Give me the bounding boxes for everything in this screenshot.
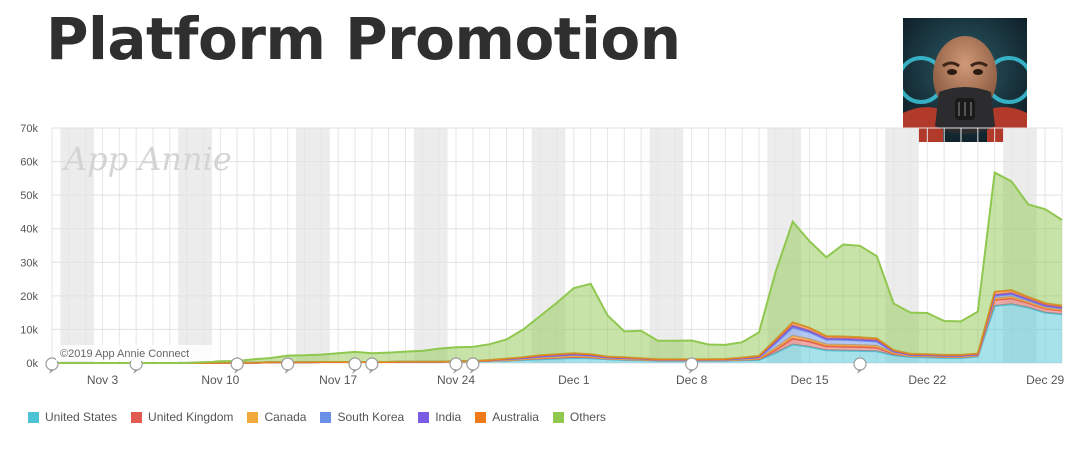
- area-series: [52, 171, 1063, 364]
- legend-swatch: [418, 411, 430, 423]
- event-marker[interactable]: [365, 357, 379, 374]
- x-tick-label: Nov 17: [319, 373, 357, 387]
- event-marker[interactable]: [45, 357, 59, 374]
- event-markers: [45, 357, 867, 374]
- y-tick-label: 70k: [20, 123, 38, 135]
- y-tick-label: 40k: [20, 224, 38, 236]
- y-tick-label: 10k: [20, 324, 38, 336]
- y-tick-label: 60k: [20, 157, 38, 169]
- y-tick-label: 30k: [20, 257, 38, 269]
- x-tick-label: Dec 29: [1026, 373, 1064, 387]
- chart-legend: United States United Kingdom Canada South K…: [28, 410, 620, 424]
- legend-swatch: [28, 411, 39, 423]
- area-united-kingdom: [52, 298, 1062, 363]
- y-tick-label: 50k: [20, 190, 38, 202]
- event-marker[interactable]: [449, 357, 463, 374]
- legend-item-canada[interactable]: Canada: [247, 410, 306, 424]
- legend-item-others[interactable]: Others: [552, 410, 606, 424]
- legend-label: United States: [45, 410, 118, 424]
- legend-label: India: [435, 410, 462, 424]
- weekend-band: [413, 128, 448, 363]
- area-united-states: [52, 304, 1062, 363]
- area-others: [52, 172, 1062, 363]
- event-marker[interactable]: [230, 357, 244, 374]
- x-tick-label: Nov 3: [87, 373, 119, 387]
- legend-swatch: [552, 411, 564, 423]
- x-tick-label: Dec 8: [676, 373, 708, 387]
- weekend-bands: [60, 128, 1037, 363]
- legend-swatch: [320, 411, 332, 423]
- event-marker[interactable]: [853, 357, 867, 374]
- legend-swatch: [475, 411, 487, 423]
- weekend-band: [178, 128, 212, 363]
- legend-item-australia[interactable]: Australia: [475, 410, 539, 424]
- weekend-band: [296, 128, 330, 363]
- x-tick-label: Dec 1: [558, 373, 590, 387]
- event-marker[interactable]: [685, 357, 699, 374]
- y-axis-ticks: 0k 10k 20k 30k 40k 50k 60k 70k: [20, 123, 38, 370]
- legend-swatch: [131, 411, 143, 423]
- legend-label: Others: [569, 410, 606, 424]
- x-tick-label: Nov 24: [437, 373, 475, 387]
- legend-item-united-kingdom[interactable]: United Kingdom: [131, 410, 233, 424]
- legend-item-united-states[interactable]: United States: [28, 410, 117, 424]
- weekend-band: [60, 128, 95, 363]
- legend-item-south-korea[interactable]: South Korea: [320, 410, 404, 424]
- weekend-band: [649, 128, 684, 363]
- y-tick-label: 0k: [26, 358, 38, 370]
- legend-label: South Korea: [337, 410, 405, 424]
- copyright-text: ©2019 App Annie Connect: [60, 348, 189, 360]
- x-tick-label: Nov 10: [201, 373, 239, 387]
- line-others: [52, 171, 1063, 364]
- watermark-text: App Annie: [61, 140, 232, 178]
- legend-label: Canada: [264, 410, 307, 424]
- y-tick-label: 20k: [20, 291, 38, 303]
- event-marker[interactable]: [348, 357, 362, 374]
- event-marker[interactable]: [281, 357, 295, 374]
- x-axis-ticks: Nov 3 Nov 10 Nov 17 Nov 24 Dec 1 Dec 8 Dec 15 D…: [87, 373, 1065, 387]
- event-marker[interactable]: [466, 357, 480, 374]
- legend-item-india[interactable]: India: [418, 410, 461, 424]
- x-tick-label: Dec 15: [790, 373, 828, 387]
- legend-label: Australia: [492, 410, 539, 424]
- app-icon-avatar: [903, 18, 1027, 142]
- page-title: Platform Promotion: [46, 5, 681, 73]
- gridlines: [51, 127, 1063, 364]
- legend-label: United Kingdom: [148, 410, 234, 424]
- legend-swatch: [247, 411, 259, 423]
- x-tick-label: Dec 22: [908, 373, 946, 387]
